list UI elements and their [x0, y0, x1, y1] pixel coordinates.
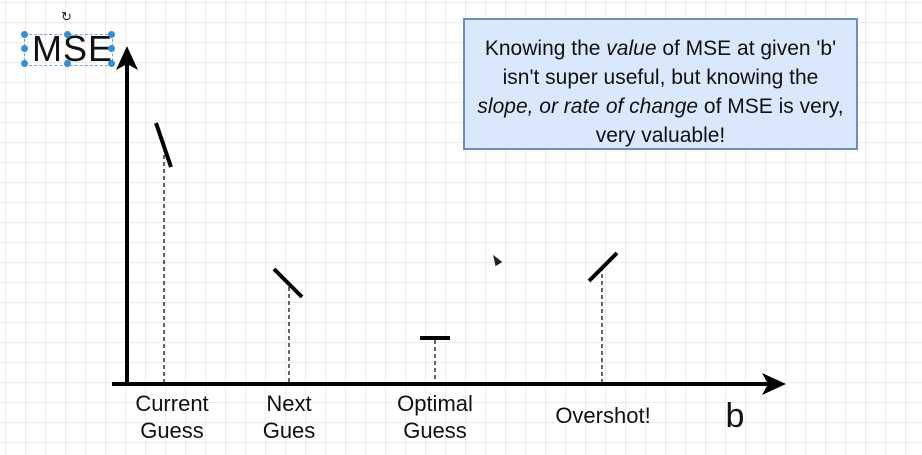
y-axis-arrowhead: [116, 46, 138, 70]
note-box[interactable]: Knowing the value of MSE at given 'b' is…: [463, 18, 858, 150]
note-text-part1: Knowing the: [484, 37, 607, 60]
label-next-guess-line2: Gues: [262, 418, 316, 443]
label-current-guess: Current Guess: [122, 390, 222, 444]
note-text-part2: of MSE at given 'b' isn't super useful, …: [502, 37, 837, 89]
rotate-icon[interactable]: ↻: [61, 9, 72, 24]
slope-mark-overshot: [587, 251, 619, 283]
label-overshot-line1: Overshot!: [555, 403, 651, 428]
slope-mark-current-guess: [154, 122, 173, 168]
label-optimal-guess: Optimal Guess: [380, 390, 490, 444]
note-text-emphasis-slope: slope, or rate of change: [477, 95, 699, 118]
label-optimal-guess-line2: Guess: [403, 418, 467, 443]
label-overshot: Overshot!: [543, 402, 663, 429]
x-axis-title: b: [725, 397, 745, 435]
label-next-guess: Next Gues: [244, 390, 334, 444]
label-optimal-guess-line1: Optimal: [397, 391, 473, 416]
note-text-emphasis-value: value: [606, 37, 657, 60]
note-text-part3: of MSE is very, very valuable!: [595, 95, 844, 147]
label-next-guess-line1: Next: [266, 391, 312, 416]
label-current-guess-line2: Guess: [140, 418, 204, 443]
x-axis-arrowhead: [762, 373, 786, 395]
y-axis-title[interactable]: MSE: [32, 28, 114, 69]
slope-mark-next-guess: [272, 267, 304, 299]
label-current-guess-line1: Current: [135, 391, 209, 416]
